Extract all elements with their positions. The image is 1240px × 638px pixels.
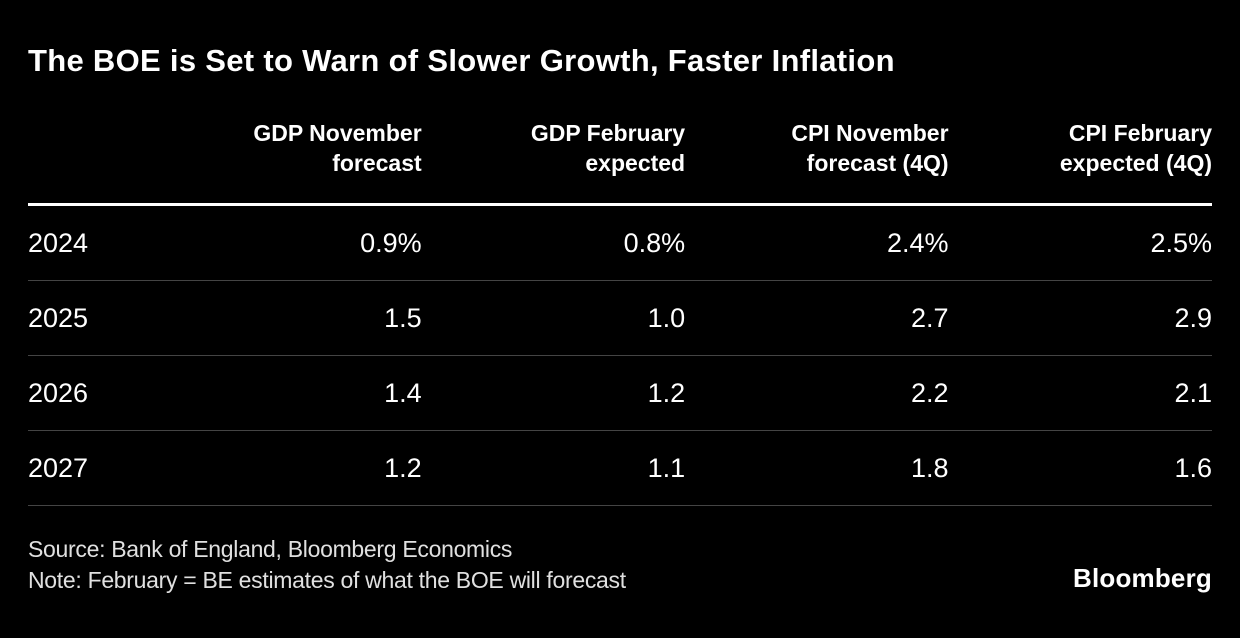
header-line: forecast (4Q) (806, 150, 949, 176)
cell-value: 1.6 (948, 430, 1212, 506)
header-line: CPI November (791, 120, 949, 146)
header-line: forecast (332, 150, 422, 176)
row-year: 2024 (28, 204, 159, 281)
table-row: 2025 1.5 1.0 2.7 2.9 (28, 280, 1212, 356)
header-line: expected (585, 150, 686, 176)
chart-title: The BOE is Set to Warn of Slower Growth,… (28, 43, 895, 78)
table-row: 2027 1.2 1.1 1.8 1.6 (28, 430, 1212, 506)
cell-value: 2.1 (948, 355, 1212, 431)
forecast-table: GDP November forecast GDP February expec… (28, 118, 1212, 506)
header-cpi-february-expected: CPI February expected (4Q) (948, 118, 1212, 206)
cell-value: 1.8 (685, 430, 949, 506)
cell-value: 2.9 (948, 280, 1212, 356)
cell-value: 2.5% (948, 204, 1212, 281)
row-year: 2027 (28, 430, 159, 506)
cell-value: 1.4 (158, 355, 422, 431)
note-line: Note: February = BE estimates of what th… (28, 567, 626, 593)
source-line: Source: Bank of England, Bloomberg Econo… (28, 536, 513, 562)
row-year: 2025 (28, 280, 159, 356)
cell-value: 2.7 (685, 280, 949, 356)
row-year: 2026 (28, 355, 159, 431)
cell-value: 2.2 (685, 355, 949, 431)
header-line: expected (4Q) (1059, 150, 1212, 176)
header-line: GDP November (253, 120, 422, 146)
table-header-row: GDP November forecast GDP February expec… (28, 118, 1212, 206)
header-gdp-february-expected: GDP February expected (421, 118, 686, 206)
bloomberg-logo: Bloomberg (1072, 563, 1212, 593)
footer-text-block: Source: Bank of England, Bloomberg Econo… (28, 534, 626, 596)
cell-value: 0.8% (421, 204, 686, 281)
chart-footer: Source: Bank of England, Bloomberg Econo… (28, 534, 1212, 596)
cell-value: 1.5 (158, 280, 422, 356)
header-line: CPI February (1068, 120, 1212, 146)
header-gdp-november-forecast: GDP November forecast (158, 118, 422, 206)
header-line: GDP February (530, 120, 686, 146)
table-row: 2024 0.9% 0.8% 2.4% 2.5% (28, 204, 1212, 281)
header-cpi-november-forecast: CPI November forecast (4Q) (685, 118, 949, 206)
cell-value: 0.9% (158, 204, 422, 281)
header-year-spacer (28, 118, 159, 206)
cell-value: 2.4% (685, 204, 949, 281)
cell-value: 1.2 (421, 355, 686, 431)
cell-value: 1.0 (421, 280, 686, 356)
cell-value: 1.1 (421, 430, 686, 506)
table-row: 2026 1.4 1.2 2.2 2.1 (28, 355, 1212, 431)
cell-value: 1.2 (158, 430, 422, 506)
